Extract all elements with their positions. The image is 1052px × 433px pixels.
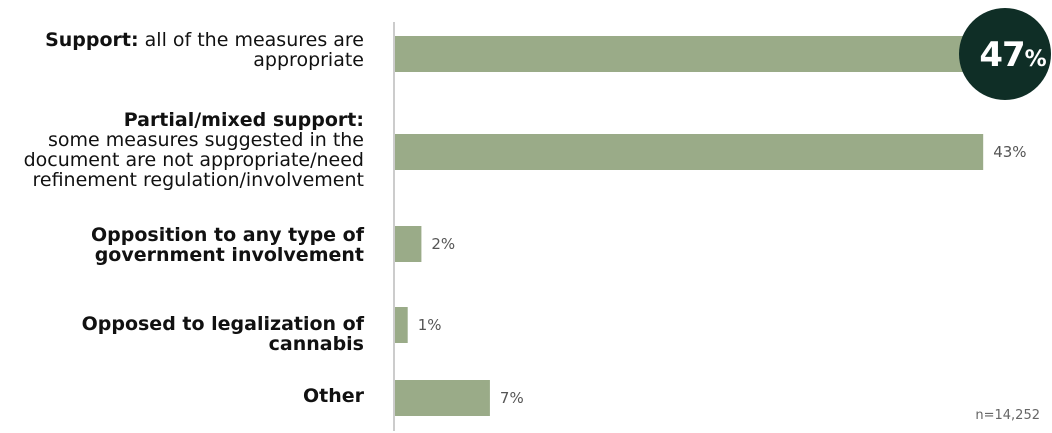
bar-opposition-government <box>395 226 422 262</box>
value-label-opposition-government: 2% <box>431 235 456 253</box>
category-label-opposition-government: Opposition to any type of government inv… <box>90 224 364 266</box>
highlight-badge <box>959 8 1051 100</box>
category-label-support: Support: all of the measures are appropr… <box>45 29 364 71</box>
sample-size-note: n=14,252 <box>975 408 1040 423</box>
value-label-partial-support: 43% <box>993 143 1027 161</box>
bar-opposed-legalization <box>395 307 408 343</box>
category-label-opposed-legalization: Opposed to legalization of cannabis <box>81 313 364 355</box>
bar-support <box>395 36 1038 72</box>
category-label-other: Other <box>302 385 364 407</box>
bar-other <box>395 380 490 416</box>
highlight-badge-label: 47% <box>963 30 1052 80</box>
highlight-unit: % <box>1024 47 1047 72</box>
category-label-partial-support: Partial/mixed support: some measures sug… <box>23 109 364 191</box>
bar-partial-support <box>395 134 984 170</box>
value-label-opposed-legalization: 1% <box>417 316 442 334</box>
value-label-other: 7% <box>499 389 524 407</box>
highlight-value: 47 <box>979 35 1025 75</box>
